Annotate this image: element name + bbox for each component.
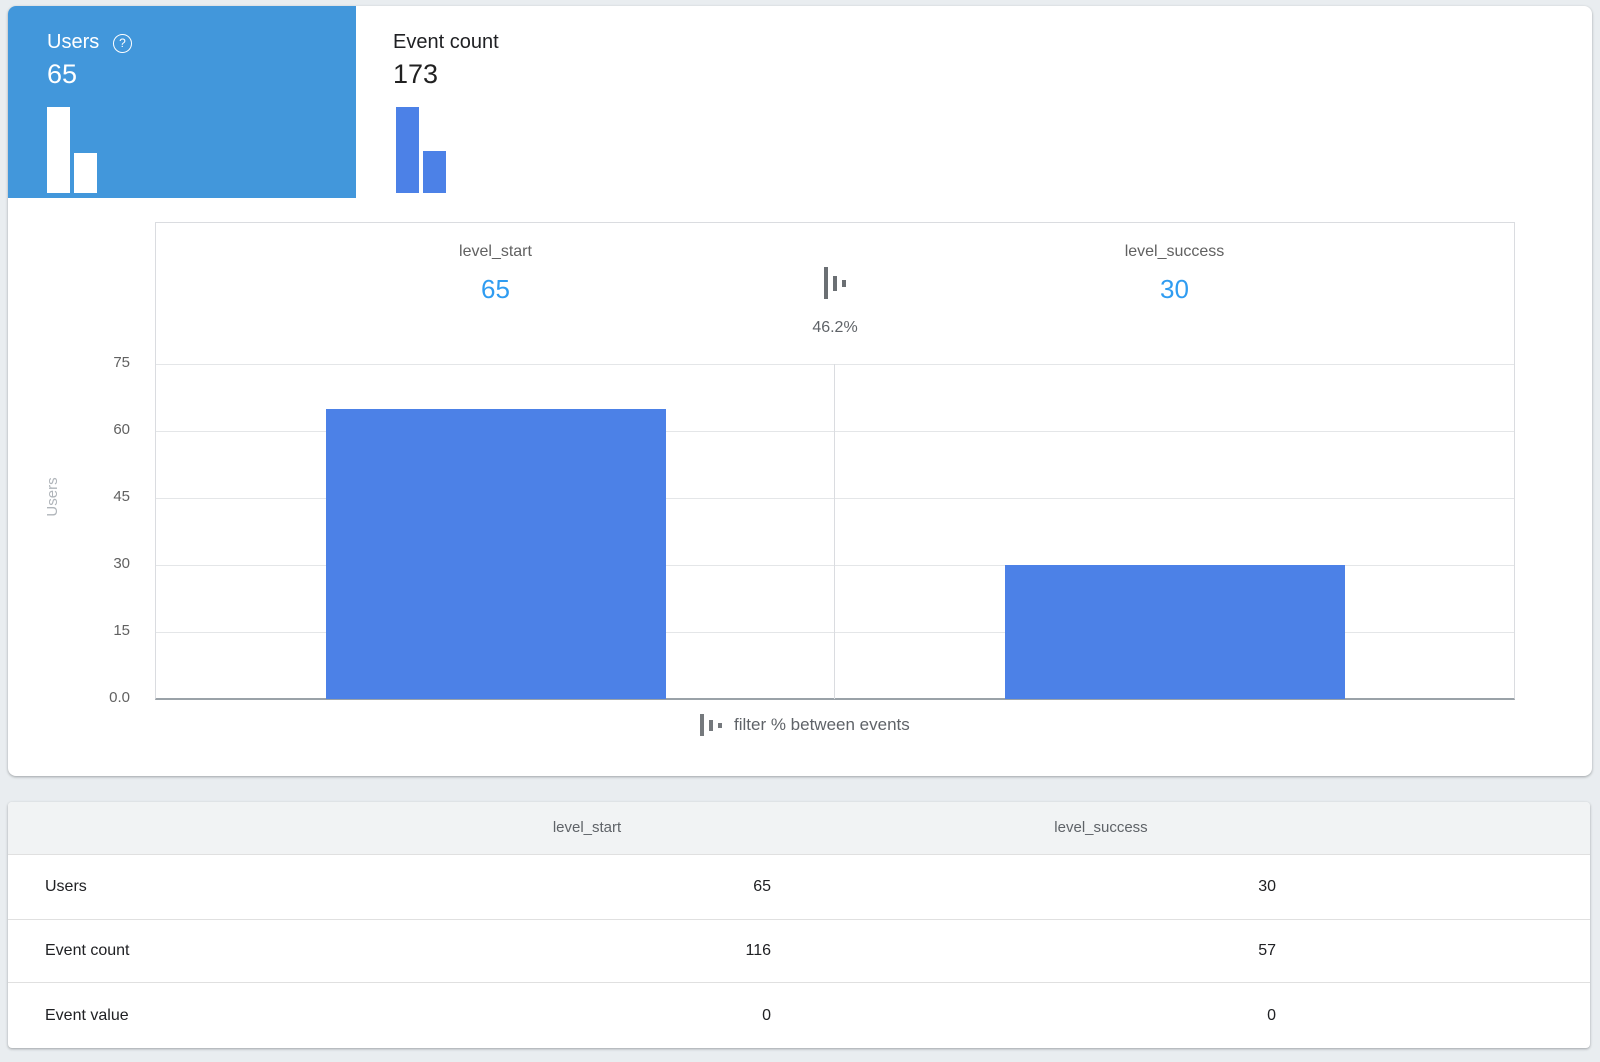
cell-value: 0 (1267, 1006, 1276, 1024)
spark-bar (423, 151, 446, 193)
y-tick: 0.0 (109, 689, 130, 706)
filter-hint-label: filter % between events (734, 715, 910, 734)
funnel-step-level-start: level_start 65 (156, 223, 835, 363)
event-count-sparkline (396, 107, 446, 193)
funnel-bar-level-success[interactable] (1005, 565, 1345, 699)
spark-bar (74, 153, 97, 193)
row-label: Users (45, 878, 87, 895)
analytics-panel: Users ? 65 Event count 173 level_start 6… (8, 6, 1592, 776)
metric-tab-event-count[interactable]: Event count 173 (356, 6, 700, 198)
help-icon[interactable]: ? (113, 34, 132, 53)
y-tick: 30 (113, 555, 130, 572)
gridline (156, 565, 1514, 566)
funnel-bar-level-start[interactable] (326, 409, 666, 699)
row-label: Event count (45, 942, 130, 959)
table-header-row: level_start level_success (8, 802, 1590, 854)
event-count-tab-label: Event count (393, 31, 499, 53)
conversion-percent: 46.2% (812, 319, 858, 336)
y-axis-title: Users (44, 477, 61, 517)
y-tick: 75 (113, 354, 130, 371)
step-value: 30 (1160, 274, 1189, 304)
step-divider (834, 364, 835, 699)
cell-value: 116 (745, 942, 771, 959)
step-conversion: 46.2% (755, 223, 915, 363)
funnel-step-level-success: level_success 30 (835, 223, 1514, 363)
cell-value: 0 (762, 1006, 771, 1024)
filter-icon (700, 714, 722, 736)
gridline (156, 498, 1514, 499)
step-name: level_start (459, 243, 532, 260)
users-sparkline (47, 107, 97, 193)
plot-area (156, 364, 1514, 699)
events-table: level_start level_success Users 65 30 Ev… (8, 802, 1590, 1048)
y-tick: 45 (113, 488, 130, 505)
gridline (156, 364, 1514, 365)
gridline (156, 431, 1514, 432)
spark-bar (396, 107, 419, 193)
users-tab-value: 65 (47, 59, 78, 89)
funnel-chart: level_start 65 46.2% level_success 30 (155, 222, 1515, 700)
column-header-level-success: level_success (1054, 819, 1148, 836)
spark-bar (47, 107, 70, 193)
y-tick: 15 (113, 622, 130, 639)
gridline (156, 632, 1514, 633)
event-count-tab-value: 173 (393, 59, 439, 89)
step-name: level_success (1124, 243, 1225, 260)
step-value: 65 (481, 274, 510, 304)
table-row: Event count 116 57 (8, 919, 1590, 982)
metric-tab-users[interactable]: Users ? 65 (8, 6, 356, 198)
cell-value: 30 (1258, 878, 1276, 895)
filter-hint: filter % between events (700, 714, 910, 736)
cell-value: 57 (1258, 942, 1276, 959)
cell-value: 65 (753, 878, 771, 895)
filter-between-icon (824, 267, 846, 299)
table-row: Event value 0 0 (8, 982, 1590, 1048)
column-header-level-start: level_start (552, 819, 622, 836)
users-tab-label: Users (47, 31, 100, 53)
table-row: Users 65 30 (8, 854, 1590, 919)
y-tick: 60 (113, 421, 130, 438)
row-label: Event value (45, 1006, 129, 1024)
